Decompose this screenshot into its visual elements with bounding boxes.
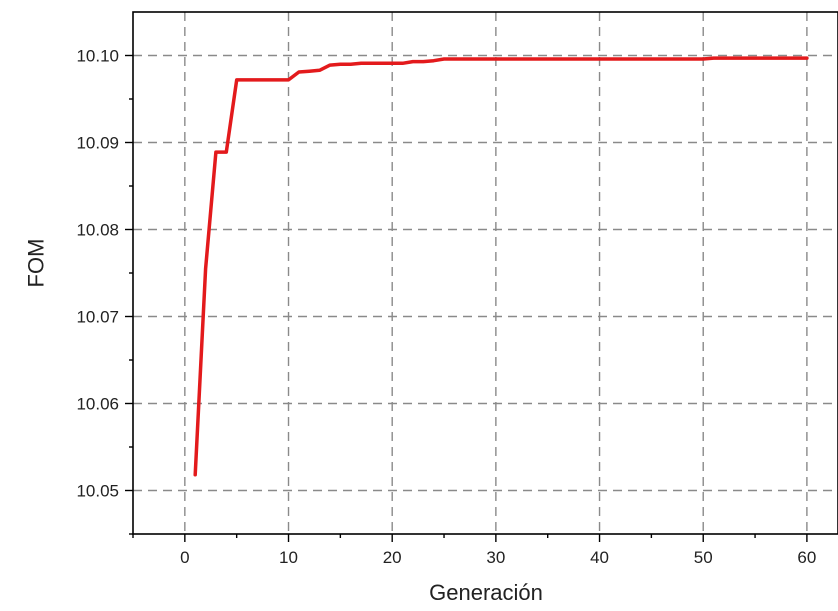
x-tick-labels: 0 10 20 30 40 50 60 [180, 548, 816, 567]
x-tick-label: 30 [486, 548, 505, 567]
y-tick-label: 10.07 [76, 308, 119, 327]
y-tick-label: 10.06 [76, 395, 119, 414]
x-tick-label: 60 [797, 548, 816, 567]
y-tick-label: 10.09 [76, 134, 119, 153]
y-tick-labels: 10.05 10.06 10.07 10.08 10.09 10.10 [76, 47, 119, 501]
x-tick-label: 50 [694, 548, 713, 567]
data-series [193, 56, 809, 477]
axis-ticks [125, 54, 808, 542]
x-tick-label: 20 [383, 548, 402, 567]
x-tick-label: 40 [590, 548, 609, 567]
fom-series-line [193, 56, 809, 477]
x-tick-label: 10 [279, 548, 298, 567]
y-axis-title: FOM [24, 239, 49, 288]
plot-frame [132, 11, 838, 535]
gridlines [133, 12, 838, 534]
y-tick-label: 10.05 [76, 482, 119, 501]
x-axis-title: Generación [429, 580, 543, 605]
x-tick-label: 0 [180, 548, 189, 567]
y-tick-label: 10.08 [76, 221, 119, 240]
y-tick-label: 10.10 [76, 47, 119, 66]
